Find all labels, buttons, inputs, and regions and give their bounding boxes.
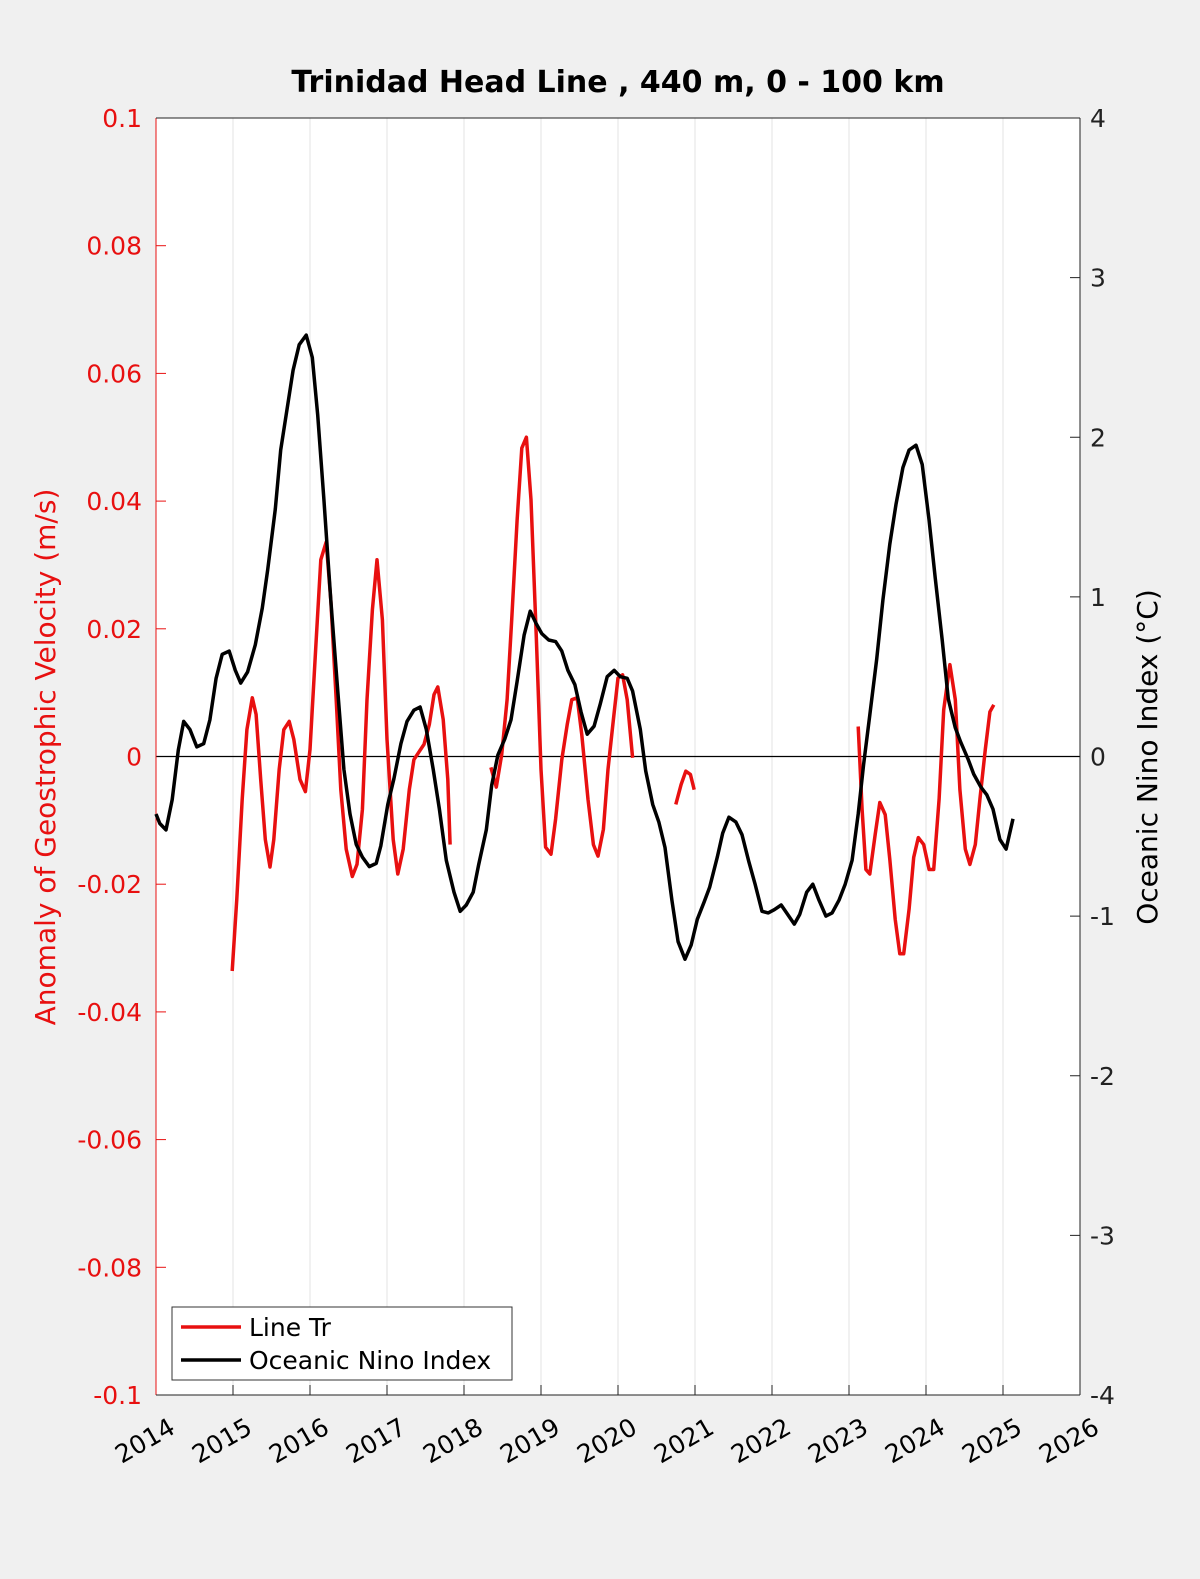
y2-tick-label: -4 bbox=[1090, 1381, 1115, 1410]
x-tick-label: 2022 bbox=[726, 1412, 796, 1469]
y2-tick-label: 2 bbox=[1090, 423, 1106, 452]
x-tick-label: 2018 bbox=[418, 1412, 488, 1469]
y-tick-label: -0.04 bbox=[77, 998, 142, 1027]
chart-title: Trinidad Head Line , 440 m, 0 - 100 km bbox=[291, 65, 944, 100]
legend-label: Line Tr bbox=[249, 1313, 332, 1342]
y-tick-label: -0.06 bbox=[77, 1126, 142, 1155]
y2-tick-label: -3 bbox=[1090, 1221, 1115, 1250]
y-tick-label: 0.08 bbox=[86, 232, 142, 261]
y2-tick-label: 1 bbox=[1090, 583, 1106, 612]
legend-box bbox=[171, 1306, 513, 1381]
y2-axis-label: Oceanic Nino Index (°C) bbox=[1131, 589, 1164, 925]
x-tick-label: 2023 bbox=[803, 1412, 873, 1469]
x-tick-label: 2021 bbox=[649, 1412, 719, 1469]
y-tick-label: 0 bbox=[126, 743, 142, 772]
y2-tick-label: 0 bbox=[1090, 743, 1106, 772]
y2-tick-label: -1 bbox=[1090, 902, 1115, 931]
y-tick-label: -0.08 bbox=[77, 1253, 142, 1282]
y-tick-label: 0.02 bbox=[86, 615, 142, 644]
y-tick-label: 0.04 bbox=[86, 487, 142, 516]
data-line bbox=[154, 333, 1015, 961]
y-tick-label: -0.1 bbox=[93, 1381, 142, 1410]
y2-tick-label: 3 bbox=[1090, 264, 1106, 293]
x-tick-label: 2020 bbox=[572, 1412, 642, 1469]
legend-label: Oceanic Nino Index bbox=[249, 1346, 491, 1375]
y-tick-label: 0.06 bbox=[86, 359, 142, 388]
x-tick-label: 2025 bbox=[957, 1412, 1027, 1469]
y2-tick-label: 4 bbox=[1090, 104, 1106, 133]
y-tick-label: -0.02 bbox=[77, 870, 142, 899]
x-tick-label: 2017 bbox=[341, 1412, 411, 1469]
y-axis-label: Anomaly of Geostrophic Velocity (m/s) bbox=[29, 489, 62, 1026]
x-tick-label: 2024 bbox=[880, 1412, 950, 1469]
x-tick-label: 2014 bbox=[110, 1412, 180, 1469]
x-tick-label: 2015 bbox=[187, 1412, 257, 1469]
y-tick-label: 0.1 bbox=[102, 104, 142, 133]
data-line bbox=[230, 435, 996, 972]
x-tick-label: 2019 bbox=[495, 1412, 565, 1469]
y2-tick-label: -2 bbox=[1090, 1062, 1115, 1091]
x-tick-label: 2026 bbox=[1034, 1412, 1104, 1469]
x-tick-label: 2016 bbox=[264, 1412, 334, 1469]
